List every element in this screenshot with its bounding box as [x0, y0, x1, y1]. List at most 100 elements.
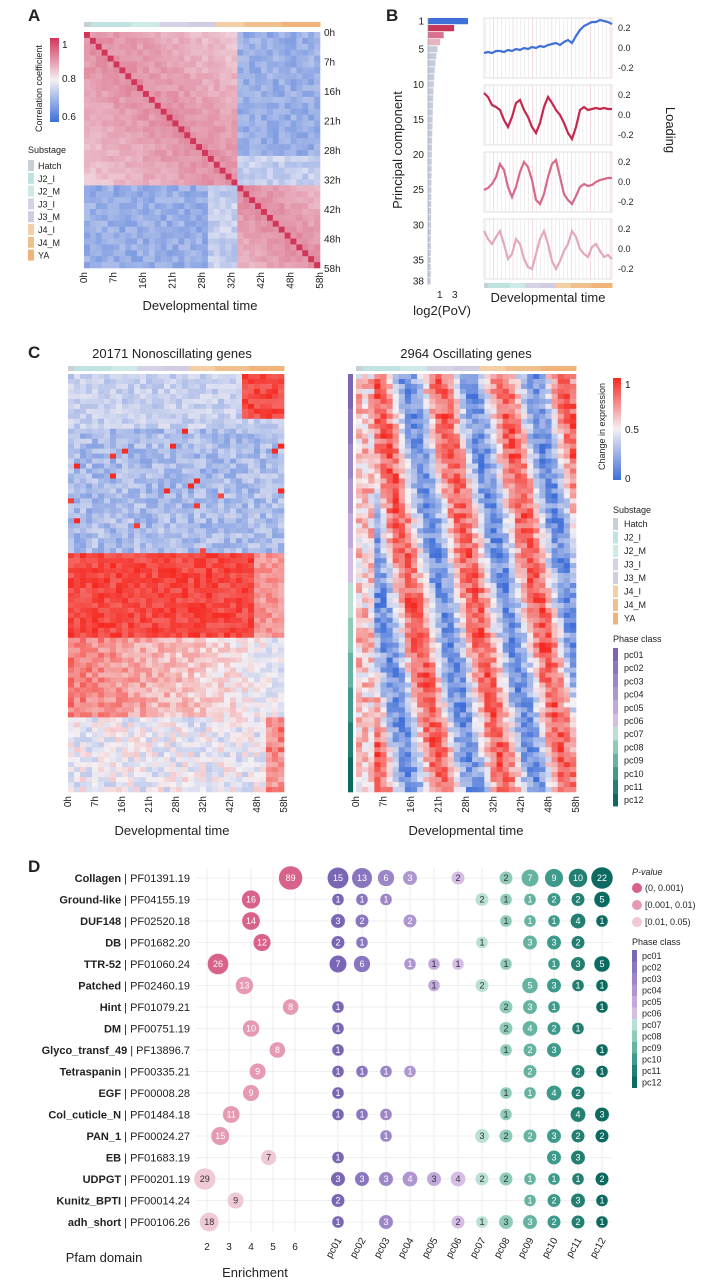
- expr-cell: [278, 498, 285, 504]
- corr-cell: [308, 179, 315, 186]
- corr-cell: [184, 43, 191, 50]
- corr-cell: [231, 226, 238, 233]
- expr-cell: [272, 563, 279, 569]
- expr-cell: [224, 403, 231, 410]
- corr-cell: [243, 96, 250, 104]
- expr-cell: [260, 523, 267, 529]
- expr-cell: [254, 617, 261, 624]
- expr-cell: [260, 533, 267, 539]
- expr-cell: [224, 647, 231, 653]
- substage-segment: [249, 366, 285, 371]
- expr-cell: [86, 458, 93, 464]
- expr-cell: [86, 473, 93, 479]
- expr-cell: [134, 538, 141, 544]
- corr-cell: [131, 250, 138, 257]
- expr-cell: [86, 443, 93, 449]
- expr-cell: [206, 438, 213, 444]
- corr-cell: [166, 155, 173, 163]
- corr-cell: [190, 43, 197, 50]
- corr-cell: [107, 244, 114, 251]
- expr-cell: [86, 732, 93, 738]
- pov-bar: [428, 39, 441, 46]
- expr-cell: [86, 478, 93, 484]
- expr-cell: [80, 538, 87, 544]
- expr-cell: [68, 587, 75, 594]
- corr-cell: [184, 238, 191, 245]
- expr-cell: [218, 583, 225, 589]
- corr-cell: [95, 55, 102, 62]
- expr-cell: [146, 418, 153, 425]
- expr-cell: [194, 662, 201, 668]
- expr-cell: [116, 413, 123, 420]
- expr-cell: [272, 483, 279, 489]
- corr-cell: [101, 256, 108, 263]
- expr-cell: [158, 583, 165, 589]
- expr-cell: [206, 607, 213, 614]
- expr-cell: [266, 777, 273, 783]
- expr-cell: [68, 712, 75, 718]
- corr-cell: [137, 214, 144, 222]
- expr-cell: [164, 563, 171, 569]
- expr-cell: [206, 473, 213, 479]
- expr-cell: [152, 468, 159, 474]
- correlation-colorbar: [50, 38, 59, 122]
- expr-cell: [374, 374, 381, 380]
- expr-cell: [176, 508, 183, 514]
- corr-cell: [237, 244, 244, 251]
- expr-cell: [116, 388, 123, 395]
- corr-cell: [202, 197, 209, 204]
- corr-cell: [143, 49, 150, 56]
- expr-cell: [122, 428, 129, 435]
- expr-cell: [146, 498, 153, 504]
- expr-cell: [164, 587, 171, 594]
- expr-cell: [224, 388, 231, 395]
- corr-cell: [84, 220, 91, 227]
- expr-cell: [74, 762, 81, 768]
- expr-cell: [104, 747, 111, 753]
- expr-cell: [272, 787, 279, 793]
- corr-cell: [261, 238, 268, 245]
- expr-cell: [176, 438, 183, 444]
- corr-cell: [255, 209, 262, 216]
- expr-cell: [80, 707, 87, 713]
- corr-cell: [84, 144, 91, 151]
- corr-cell: [225, 220, 232, 227]
- expr-cell: [92, 777, 99, 783]
- expr-cell: [116, 478, 123, 484]
- expr-cell: [74, 438, 81, 444]
- expr-cell: [236, 413, 243, 420]
- expr-cell: [128, 378, 135, 385]
- corr-cell: [261, 185, 268, 192]
- expr-cell: [266, 403, 273, 410]
- expr-cell: [104, 503, 111, 509]
- expr-cell: [272, 468, 279, 474]
- expr-cell: [242, 707, 249, 713]
- expr-cell: [502, 378, 510, 385]
- expr-cell: [158, 722, 165, 728]
- substage-segment: [487, 283, 511, 288]
- expr-cell: [140, 533, 147, 539]
- loading-panel: 0.20.0-0.2: [483, 84, 634, 146]
- corr-cell: [178, 191, 185, 198]
- expr-cell: [182, 662, 189, 668]
- expr-cell: [98, 383, 105, 390]
- expr-cell: [200, 473, 207, 479]
- corr-cell: [107, 173, 114, 180]
- expr-cell: [230, 687, 237, 693]
- expr-cell: [278, 468, 285, 474]
- corr-cell: [296, 161, 303, 168]
- corr-cell: [178, 214, 185, 222]
- expr-cell: [110, 777, 117, 783]
- expr-cell: [218, 712, 225, 718]
- expr-cell: [170, 508, 177, 514]
- expr-cell: [254, 398, 261, 405]
- corr-cell: [172, 114, 179, 121]
- corr-cell: [125, 132, 132, 139]
- expr-cell: [158, 438, 165, 444]
- corr-cell: [255, 91, 262, 98]
- loading-tick: 0.0: [618, 110, 631, 120]
- expr-cell: [200, 697, 207, 703]
- expr-cell: [188, 498, 195, 504]
- expr-cell: [80, 727, 87, 733]
- expr-cell: [80, 408, 87, 415]
